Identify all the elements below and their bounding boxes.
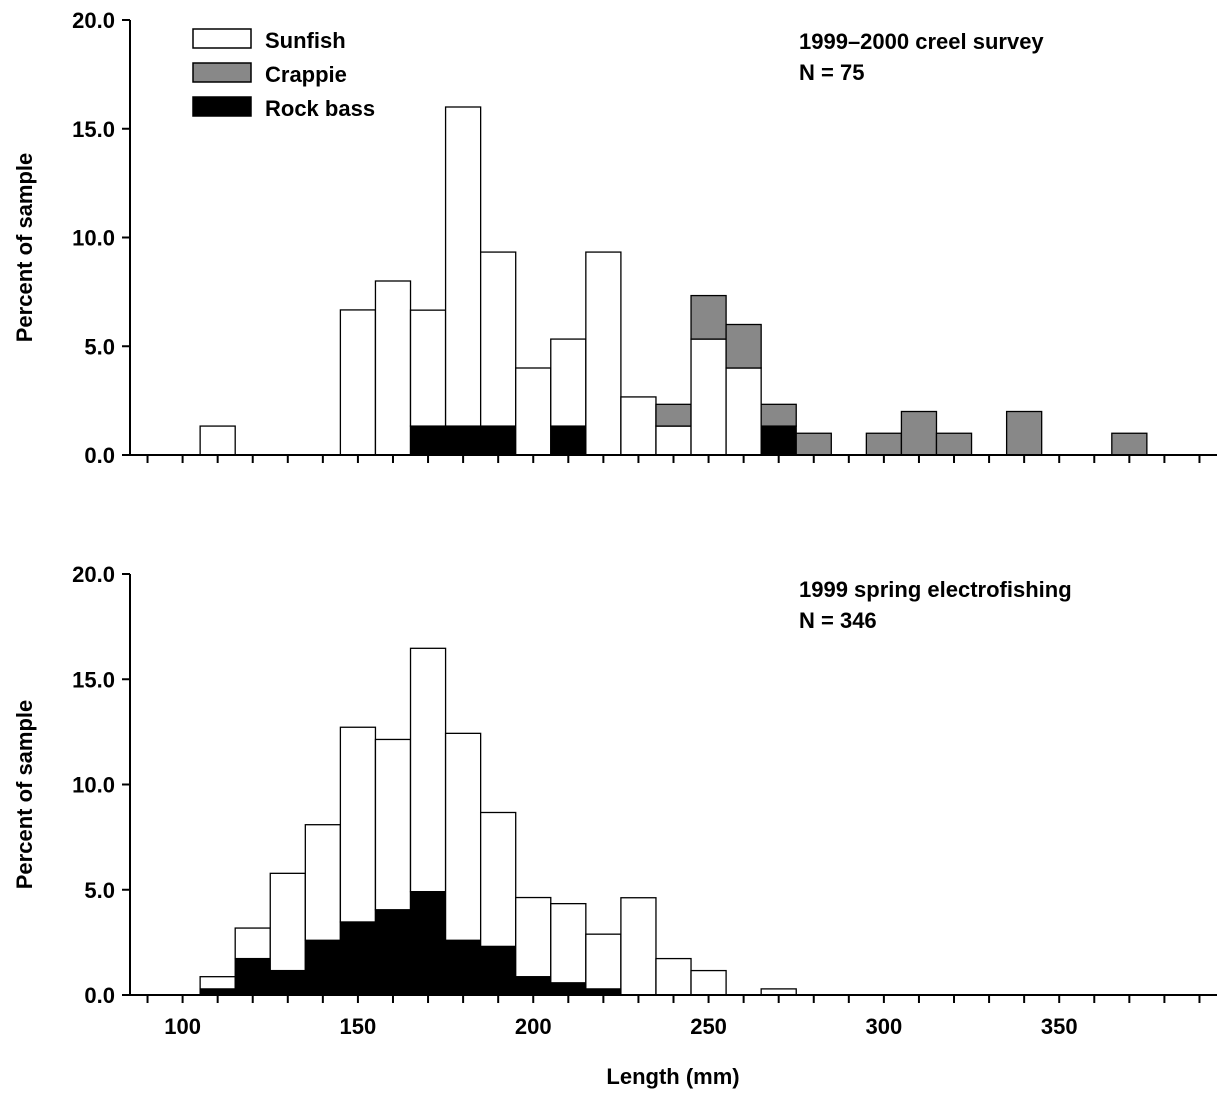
x-tick-label: 100 <box>164 1014 201 1039</box>
legend-swatch <box>192 96 252 117</box>
bar-rock-bass <box>269 969 306 996</box>
bar-sunfish <box>620 897 657 996</box>
legend-swatch <box>192 28 252 49</box>
electrofishing-panel: 0.0 5.0 10.0 15.0 20.0 100 150 200 250 300 350 Perc… <box>12 562 1217 1039</box>
bar-rock-bass <box>374 909 412 996</box>
bar-sunfish <box>339 726 377 923</box>
legend-label: Rock bass <box>265 96 375 121</box>
sample-size: N = 75 <box>799 60 864 85</box>
bar-sunfish <box>374 738 412 911</box>
x-tick-label: 350 <box>1041 1014 1078 1039</box>
bar-sunfish <box>199 425 236 456</box>
bar-crappie <box>655 403 692 427</box>
y-tick-label: 5.0 <box>84 878 115 903</box>
bar-sunfish <box>655 957 692 996</box>
bar-sunfish <box>585 933 622 990</box>
bar-crappie <box>760 403 797 427</box>
bar-rock-bass <box>339 921 377 996</box>
bar-sunfish <box>725 367 762 456</box>
bar-sunfish <box>515 367 552 456</box>
bar-rock-bass <box>409 890 447 996</box>
y-tick-label: 20.0 <box>72 8 115 33</box>
survey-title: 1999–2000 creel survey <box>799 29 1044 54</box>
legend: Sunfish Crappie Rock bass <box>192 28 375 121</box>
bar-crappie <box>1005 410 1043 456</box>
x-tick-label: 150 <box>340 1014 377 1039</box>
bar-rock-bass <box>444 939 482 996</box>
bar-rock-bass <box>444 425 482 456</box>
x-tick-label: 200 <box>515 1014 552 1039</box>
x-tick-label: 250 <box>690 1014 727 1039</box>
bar-sunfish <box>374 280 412 456</box>
legend-item: Sunfish <box>192 28 346 53</box>
bar-sunfish <box>234 927 271 960</box>
legend-label: Crappie <box>265 62 347 87</box>
bar-rock-bass <box>479 425 517 456</box>
y-axis-title: Percent of sample <box>12 700 37 890</box>
bar-crappie <box>690 294 727 340</box>
y-tick-label: 15.0 <box>72 117 115 142</box>
creel-survey-panel: 0.0 5.0 10.0 15.0 20.0 Percent of sample 1999–… <box>12 8 1217 468</box>
bar-sunfish <box>550 902 587 984</box>
survey-title: 1999 spring electrofishing <box>799 577 1072 602</box>
bar-sunfish <box>339 309 377 456</box>
bar-sunfish <box>479 251 517 427</box>
bar-rock-bass <box>479 945 517 996</box>
bar-crappie <box>900 410 938 456</box>
x-tick-label: 300 <box>866 1014 903 1039</box>
bar-sunfish <box>620 396 657 456</box>
bar-rock-bass <box>515 976 552 996</box>
bar-rock-bass <box>304 939 342 996</box>
bar-crappie <box>1111 432 1148 456</box>
bar-rock-bass <box>409 425 447 456</box>
bar-crappie <box>795 432 832 456</box>
bar-sunfish <box>409 309 447 427</box>
legend-item: Rock bass <box>192 96 375 121</box>
bar-sunfish <box>690 338 727 456</box>
bar-sunfish <box>304 824 342 941</box>
y-tick-label: 15.0 <box>72 667 115 692</box>
bar-sunfish <box>269 872 306 972</box>
y-axis-title: Percent of sample <box>12 153 37 343</box>
bar-sunfish <box>515 896 552 978</box>
x-axis-title: Length (mm) <box>606 1064 739 1089</box>
bar-rock-bass <box>550 425 587 456</box>
y-tick-label: 20.0 <box>72 562 115 587</box>
bar-rock-bass <box>550 982 587 996</box>
bar-sunfish <box>444 106 482 427</box>
bar-crappie <box>865 432 903 456</box>
sample-size: N = 346 <box>799 608 877 633</box>
bar-crappie <box>725 323 762 369</box>
y-tick-label: 10.0 <box>72 773 115 798</box>
legend-swatch <box>192 62 252 83</box>
legend-item: Crappie <box>192 62 347 87</box>
bar-sunfish <box>690 969 727 996</box>
bar-rock-bass <box>760 425 797 456</box>
bar-sunfish <box>444 732 482 941</box>
y-tick-label: 5.0 <box>84 334 115 359</box>
y-tick-label: 0.0 <box>84 983 115 1008</box>
legend-label: Sunfish <box>265 28 346 53</box>
y-tick-label: 10.0 <box>72 226 115 251</box>
bar-sunfish <box>479 811 517 948</box>
bar-sunfish <box>655 425 692 456</box>
bar-rock-bass <box>234 957 271 996</box>
bar-crappie <box>935 432 973 456</box>
bar-sunfish <box>585 251 622 456</box>
bar-sunfish <box>550 338 587 427</box>
bar-sunfish <box>409 647 447 893</box>
bar-sunfish <box>199 976 236 990</box>
y-tick-label: 0.0 <box>84 443 115 468</box>
